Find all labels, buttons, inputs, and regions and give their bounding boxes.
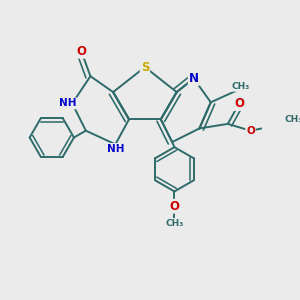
Text: NH: NH	[106, 144, 124, 154]
Text: O: O	[246, 126, 255, 136]
Text: S: S	[141, 61, 149, 74]
Text: O: O	[76, 45, 86, 58]
Text: O: O	[169, 200, 179, 213]
Text: CH₃: CH₃	[284, 115, 300, 124]
Text: NH: NH	[59, 98, 76, 108]
Text: N: N	[189, 72, 199, 85]
Text: CH₃: CH₃	[165, 219, 184, 228]
Text: O: O	[234, 97, 244, 110]
Text: CH₃: CH₃	[231, 82, 249, 91]
